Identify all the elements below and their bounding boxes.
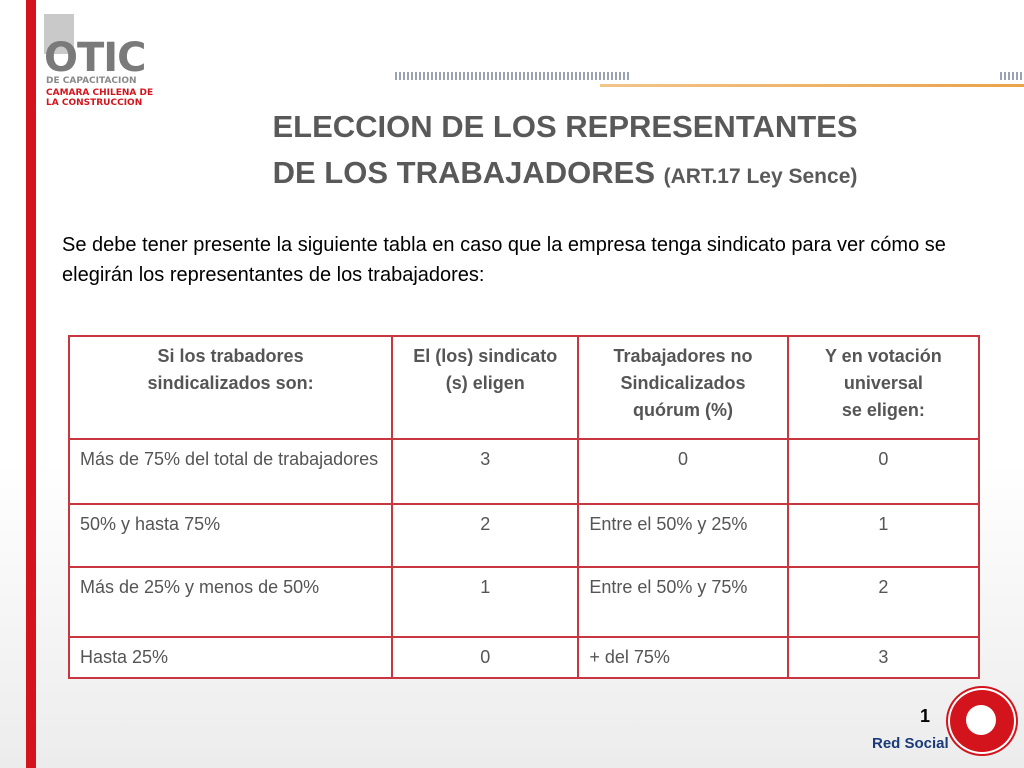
decor-line bbox=[600, 84, 1024, 87]
table-row: Más de 75% del total de trabajadores 3 0 0 bbox=[67, 438, 981, 505]
table-cell: Entre el 50% y 75% bbox=[577, 566, 789, 638]
table-cell: 3 bbox=[391, 438, 580, 505]
header-cell: Y en votación universal se eligen: bbox=[786, 335, 981, 440]
table-cell: 2 bbox=[786, 566, 981, 638]
title-note: (ART.17 Ley Sence) bbox=[663, 165, 858, 188]
table-cell: 1 bbox=[786, 503, 981, 568]
table-cell: Más de 25% y menos de 50% bbox=[67, 566, 394, 638]
table-row: Más de 25% y menos de 50% 1 Entre el 50% y… bbox=[67, 566, 981, 638]
intro-text: Se debe tener presente la siguiente tabl… bbox=[62, 234, 946, 286]
header-cell: El (los) sindicato (s) eligen bbox=[391, 335, 580, 440]
header-cell: Trabajadores no Sindicalizados quórum (%… bbox=[577, 335, 789, 440]
table-cell: Más de 75% del total de trabajadores bbox=[67, 438, 394, 505]
table-cell: 1 bbox=[391, 566, 580, 638]
logo-block bbox=[44, 14, 74, 54]
title-line: ELECCION DE LOS REPRESENTANTES bbox=[272, 109, 858, 144]
title-line2: DE LOS TRABAJADORES bbox=[272, 155, 655, 190]
header-row: Si los trabadores sindicalizados son: El … bbox=[67, 335, 981, 440]
decor-stripes bbox=[1000, 72, 1024, 80]
red-bar bbox=[26, 0, 36, 768]
table-cell: 0 bbox=[786, 438, 981, 505]
table-cell: Entre el 50% y 25% bbox=[577, 503, 789, 568]
table-cell: 2 bbox=[391, 503, 580, 568]
logo-line: CAMARA CHILENA DE LA CONSTRUCCION bbox=[46, 88, 154, 108]
title: ELECCION DE LOS REPRESENTANTES DE LOS TR… bbox=[160, 104, 970, 200]
table: Si los trabadores sindicalizados son: El … bbox=[67, 335, 981, 679]
table-cell: Hasta 25% bbox=[67, 636, 394, 679]
table-cell: 0 bbox=[391, 636, 580, 679]
header-cell: Si los trabadores sindicalizados son: bbox=[67, 335, 394, 440]
logo-name: OTIC bbox=[44, 35, 147, 81]
seal-center bbox=[966, 705, 996, 735]
title-line: DE LOS TRABAJADORES (ART.17 Ley Sence) bbox=[160, 150, 970, 200]
table-cell: 3 bbox=[786, 636, 981, 679]
table-cell: 0 bbox=[577, 438, 789, 505]
decor-stripes bbox=[395, 72, 630, 80]
logo-line: DE CAPACITACION bbox=[46, 76, 137, 86]
page-number: 1 bbox=[920, 706, 931, 726]
table-cell: 50% y hasta 75% bbox=[67, 503, 394, 568]
footer-label: Red Social bbox=[872, 735, 949, 752]
table-row: Hasta 25% 0 + del 75% 3 bbox=[67, 636, 981, 679]
table-row: 50% y hasta 75% 2 Entre el 50% y 25% 1 bbox=[67, 503, 981, 568]
table-cell: + del 75% bbox=[577, 636, 789, 679]
